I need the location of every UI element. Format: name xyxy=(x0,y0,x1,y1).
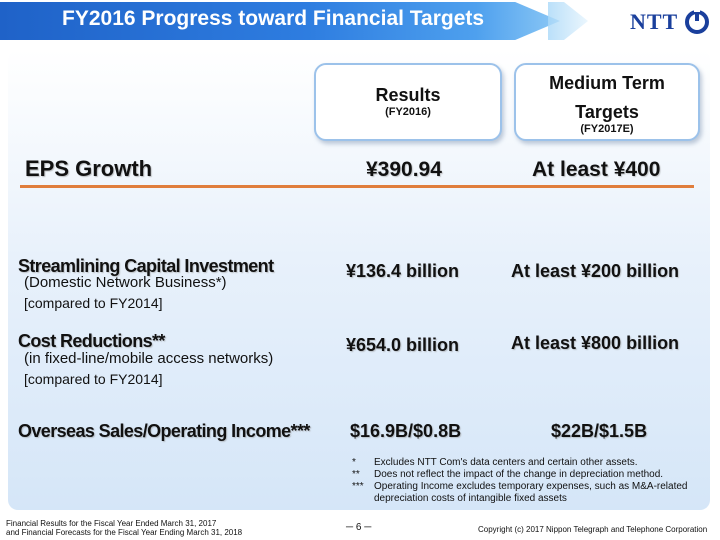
cost-reduction-note: [compared to FY2014] xyxy=(24,371,163,387)
orange-divider xyxy=(20,185,694,188)
footnote-text: Excludes NTT Com's data centers and cert… xyxy=(374,457,638,468)
capex-subtitle: (Domestic Network Business*) xyxy=(24,274,227,291)
footnote-2: ** Does not reflect the impact of the ch… xyxy=(352,469,707,481)
capex-note: [compared to FY2014] xyxy=(24,295,163,311)
cost-reduction-target: At least ¥800 billion xyxy=(511,333,680,353)
cost-reduction-result: ¥654.0 billion xyxy=(346,335,460,355)
cost-reduction-title: Cost Reductions** xyxy=(18,331,165,351)
cost-reduction-subtitle: (in fixed-line/mobile access networks) xyxy=(24,350,274,367)
logo-text: NTT xyxy=(630,9,679,34)
footer-line-1: Financial Results for the Fiscal Year En… xyxy=(6,519,217,528)
footnote-mark: * xyxy=(352,457,356,468)
targets-column-header: Medium Term Targets (FY2017E) xyxy=(514,63,700,141)
title-banner xyxy=(0,2,560,40)
footnote-3: *** Operating Income excludes temporary … xyxy=(352,481,707,505)
results-title: Results xyxy=(375,85,441,105)
overseas-result: $16.9B/$0.8B xyxy=(350,421,462,441)
capex-title: Streamlining Capital Investment xyxy=(18,256,274,276)
overseas-target: $22B/$1.5B xyxy=(551,421,648,441)
targets-period: (FY2017E) xyxy=(580,123,634,135)
ntt-logo: NTT xyxy=(630,8,710,36)
footnote-1: * Excludes NTT Com's data centers and ce… xyxy=(352,457,707,469)
capex-target: At least ¥200 billion xyxy=(511,261,680,281)
eps-label: EPS Growth xyxy=(25,156,153,181)
page-title: FY2016 Progress toward Financial Targets xyxy=(62,7,485,30)
eps-result: ¥390.94 xyxy=(366,158,442,181)
footnote-text: Does not reflect the impact of the chang… xyxy=(374,469,664,480)
eps-target: At least ¥400 xyxy=(532,158,661,181)
targets-title-line2: Targets xyxy=(575,102,639,122)
results-column-header: Results (FY2016) xyxy=(314,63,502,141)
results-period: (FY2016) xyxy=(385,106,431,118)
footnote-mark: ** xyxy=(352,469,360,480)
page-number: ─ 6 ─ xyxy=(346,522,372,533)
ntt-logo-icon xyxy=(685,9,710,34)
footer-line-2: and Financial Forecasts for the Fiscal Y… xyxy=(6,528,243,537)
targets-title-line1: Medium Term xyxy=(549,73,665,93)
footer-report-info: Financial Results for the Fiscal Year En… xyxy=(6,519,242,537)
footnote-text: Operating Income excludes temporary expe… xyxy=(374,481,688,504)
copyright: Copyright (c) 2017 Nippon Telegraph and … xyxy=(478,525,708,534)
capex-result: ¥136.4 billion xyxy=(346,261,460,281)
footnote-mark: *** xyxy=(352,481,364,492)
overseas-title: Overseas Sales/Operating Income*** xyxy=(18,421,310,441)
